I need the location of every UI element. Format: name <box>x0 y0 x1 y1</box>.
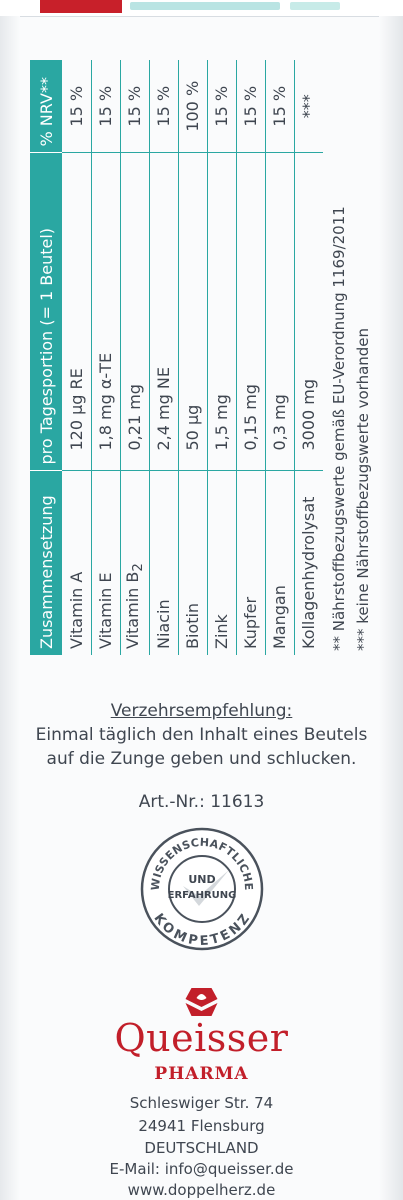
seal-middle-text1: UND <box>188 873 215 886</box>
table-row: Vitamin B2 0,21 mg 15 % <box>120 60 149 655</box>
brand-teal-band-small <box>290 2 340 10</box>
table-footnotes: ** Nährstoffbezugswerte gemäß EU-Verordn… <box>327 60 375 655</box>
table-row: Vitamin E 1,8 mg α-TE 15 % <box>91 60 120 655</box>
nutrient-nrv: 15 % <box>91 60 120 153</box>
footnote-nrv: ** Nährstoffbezugswerte gemäß EU-Verordn… <box>330 206 348 651</box>
usage-text-line2: auf die Zunge geben und schlucken. <box>46 749 357 769</box>
table-row: Kupfer 0,15 mg 15 % <box>236 60 265 655</box>
nutrient-nrv: *** <box>294 60 323 153</box>
nutrient-nrv: 100 % <box>178 60 207 153</box>
nutrition-table-panel: Zusammensetzung pro Tagesportion (= 1 Be… <box>30 60 372 655</box>
nutrient-name: Vitamin B2 <box>120 471 149 655</box>
table-row: Kollagenhydrolysat 3000 mg *** <box>294 60 323 655</box>
address-city: 24941 Flensburg <box>138 1117 265 1135</box>
nutrient-amount: 1,5 mg <box>207 153 236 471</box>
contact-website: www.doppelherz.de <box>127 1181 276 1199</box>
table-row: Niacin 2,4 mg NE 15 % <box>149 60 178 655</box>
company-subtitle: PHARMA <box>154 1064 249 1084</box>
nutrient-name: Biotin <box>178 471 207 655</box>
company-name: Queisser <box>114 1016 289 1060</box>
nutrient-amount: 0,3 mg <box>265 153 294 471</box>
footnote-no-nrv: *** keine Nährstoffbezugswerte vorhanden <box>354 327 372 651</box>
seal-inner-ring <box>168 855 236 923</box>
usage-title: Verzehrsempfehlung: <box>110 701 293 721</box>
queisser-logo-icon <box>185 988 218 1016</box>
package-right-edge <box>379 16 403 1200</box>
nutrient-nrv: 15 % <box>62 60 91 153</box>
usage-text-line1: Einmal täglich den Inhalt eines Beutels <box>35 725 368 745</box>
seal-middle-text2: ERFAHRUNG <box>168 890 237 901</box>
nutrient-amount: 0,15 mg <box>236 153 265 471</box>
table-row: Zink 1,5 mg 15 % <box>207 60 236 655</box>
nutrient-amount: 0,21 mg <box>120 153 149 471</box>
nutrient-nrv: 15 % <box>149 60 178 153</box>
nutrient-amount: 2,4 mg NE <box>149 153 178 471</box>
nutrient-nrv: 15 % <box>207 60 236 153</box>
address-country: DEUTSCHLAND <box>144 1139 259 1157</box>
nutrient-name-subscript: 2 <box>131 563 147 572</box>
competence-seal-icon: WISSENSCHAFTLICHE KOMPETENZ UND ERFAHRUN… <box>140 827 264 951</box>
nutrient-name-text: Vitamin B <box>122 571 142 649</box>
nutrient-nrv: 15 % <box>236 60 265 153</box>
package-top-flap <box>0 0 403 17</box>
nutrient-name: Zink <box>207 471 236 655</box>
nutrient-name: Vitamin A <box>62 471 91 655</box>
header-nrv: % NRV** <box>30 60 62 153</box>
nutrient-name: Mangan <box>265 471 294 655</box>
nutrient-amount: 1,8 mg α-TE <box>91 153 120 471</box>
address-street: Schleswiger Str. 74 <box>129 1094 274 1112</box>
nutrient-name: Niacin <box>149 471 178 655</box>
brand-teal-band <box>130 2 280 10</box>
brand-red-band <box>40 0 122 13</box>
package-left-edge <box>0 16 20 1200</box>
nutrient-name: Kupfer <box>236 471 265 655</box>
article-number: Art.-Nr.: 11613 <box>138 792 265 812</box>
header-per-portion: pro Tagesportion (= 1 Beutel) <box>30 153 62 471</box>
nutrient-amount: 3000 mg <box>294 153 323 471</box>
nutrient-nrv: 15 % <box>120 60 149 153</box>
table-header-row: Zusammensetzung pro Tagesportion (= 1 Be… <box>30 60 62 655</box>
table-row: Mangan 0,3 mg 15 % <box>265 60 294 655</box>
nutrient-amount: 120 µg RE <box>62 153 91 471</box>
table-row: Vitamin A 120 µg RE 15 % <box>62 60 91 655</box>
seal-checkmark-icon <box>183 870 229 906</box>
table-row: Biotin 50 µg 100 % <box>178 60 207 655</box>
nutrient-nrv: 15 % <box>265 60 294 153</box>
header-composition: Zusammensetzung <box>30 471 62 655</box>
nutrition-table: Zusammensetzung pro Tagesportion (= 1 Be… <box>30 60 323 655</box>
contact-email: E-Mail: info@queisser.de <box>109 1160 294 1178</box>
nutrient-amount: 50 µg <box>178 153 207 471</box>
nutrient-name: Kollagenhydrolysat <box>299 496 319 649</box>
nutrient-name: Vitamin E <box>91 471 120 655</box>
